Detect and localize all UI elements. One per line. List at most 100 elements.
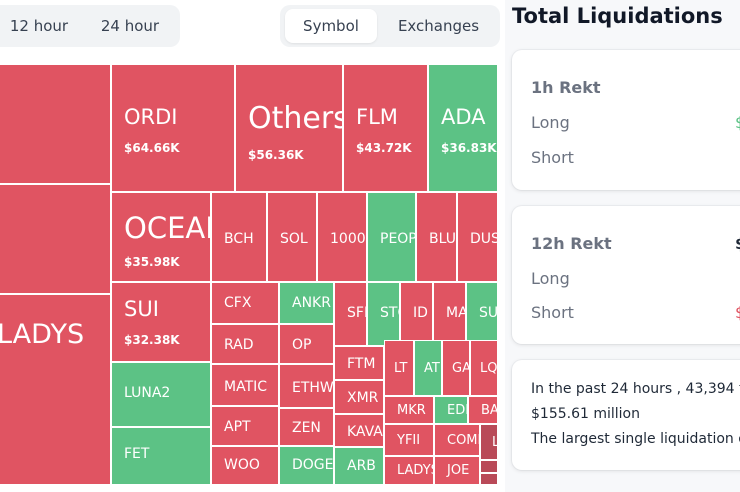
tile-symbol: LADYS	[0, 319, 85, 350]
tile-value: $32.38K	[124, 333, 180, 347]
treemap-tile-arb[interactable]: ARB	[334, 447, 384, 485]
treemap-tile-id[interactable]: ID	[400, 282, 433, 346]
treemap-tile-ftm[interactable]: FTM	[334, 346, 384, 380]
treemap-tile-at[interactable]: AT	[414, 340, 442, 396]
card-12h-short-label: Short	[531, 303, 574, 322]
summary-line-3: The largest single liquidation o	[531, 431, 740, 447]
treemap-tile-flm[interactable]: FLM $43.72K	[343, 64, 428, 192]
treemap-tile-apt[interactable]: APT	[211, 406, 279, 446]
treemap-tile-others[interactable]: Others $56.36K	[235, 64, 343, 192]
tile-symbol: BLU	[429, 231, 456, 247]
treemap-tile-ocean[interactable]: OCEAN $35.98K	[111, 192, 211, 282]
treemap-tile-edi[interactable]: EDI	[434, 396, 468, 424]
treemap-tile-ordi[interactable]: ORDI $64.66K	[111, 64, 235, 192]
treemap-tile-luna2[interactable]: LUNA2	[111, 362, 211, 427]
card-1h-short-label: Short	[531, 148, 574, 167]
treemap-tile-sto[interactable]: STO	[367, 282, 400, 346]
treemap-tile[interactable]	[0, 64, 111, 184]
tile-symbol: AT	[424, 361, 440, 376]
tile-symbol: FTM	[347, 356, 376, 372]
tile-symbol: ETHW	[292, 380, 334, 396]
tile-symbol: LUNA2	[124, 385, 171, 401]
tile-symbol: BA	[481, 403, 498, 418]
tile-symbol: ZEN	[292, 420, 321, 436]
tile-value: $36.83K	[441, 141, 497, 155]
treemap-tile-zen[interactable]: ZEN	[279, 408, 334, 446]
treemap-tile-ada[interactable]: ADA $36.83K	[428, 64, 498, 192]
tile-value: $56.36K	[248, 148, 304, 162]
treemap-tile-peop[interactable]: PEOP	[367, 192, 416, 282]
treemap-tile-xmr[interactable]: XMR	[334, 380, 384, 414]
tab-symbol[interactable]: Symbol	[285, 9, 377, 43]
treemap-tile-kava[interactable]: KAVA	[334, 414, 384, 447]
tile-value: $35.98K	[124, 255, 180, 269]
tile-symbol: APT	[224, 419, 251, 435]
tab-exchanges[interactable]: Exchanges	[397, 17, 480, 35]
summary-line-1: In the past 24 hours , 43,394 t	[531, 381, 740, 397]
tile-symbol: FET	[124, 446, 150, 462]
treemap-tile-cfx[interactable]: CFX	[211, 282, 279, 324]
treemap-tile-lt[interactable]: LT	[384, 340, 414, 396]
treemap-tile-su[interactable]: SU	[466, 282, 498, 346]
tile-symbol: GA	[452, 361, 470, 376]
tile-symbol: SU	[479, 305, 498, 321]
card-12h-short-value: $	[735, 303, 740, 322]
treemap-tile-sol[interactable]: SOL	[267, 192, 317, 282]
treemap-tile-ga[interactable]: GA	[442, 340, 470, 396]
tile-symbol: EDI	[447, 403, 468, 418]
tile-symbol: DUS	[470, 231, 498, 247]
treemap-tile-bch[interactable]: BCH	[211, 192, 267, 282]
time-range-selector: 12 hour 24 hour	[0, 5, 180, 47]
tile-symbol: ARB	[347, 458, 376, 474]
card-12h-rekt: 12h Rekt $ Long Short $	[512, 206, 740, 344]
treemap-tile-mkr[interactable]: MKR	[384, 396, 434, 424]
treemap-tile[interactable]	[480, 460, 498, 473]
treemap-tile[interactable]	[480, 473, 498, 485]
treemap-tile-rad[interactable]: RAD	[211, 324, 279, 364]
treemap-tile-op[interactable]: OP	[279, 324, 334, 364]
treemap-tile-lq[interactable]: LQ	[470, 340, 498, 396]
card-12h-long-label: Long	[531, 269, 570, 288]
treemap-tile-ladys[interactable]: LADYS	[0, 294, 111, 485]
treemap-tile-come[interactable]: COME	[434, 424, 480, 456]
treemap-tile-sui[interactable]: SUI $32.38K	[111, 282, 211, 362]
treemap-tile-woo[interactable]: WOO	[211, 446, 279, 485]
treemap-tile-matic[interactable]: MATIC	[211, 364, 279, 406]
liquidation-treemap: LADYS ORDI $64.66K Others $56.36K FLM $43.7…	[0, 64, 498, 485]
treemap-tile-ethw[interactable]: ETHW	[279, 364, 334, 408]
treemap-tile-joe[interactable]: JOE	[434, 456, 480, 485]
tile-symbol: DOGE	[292, 457, 334, 473]
treemap-tile-ladys[interactable]: LADYS	[384, 456, 434, 485]
treemap-tile[interactable]	[0, 184, 111, 294]
tile-symbol: YFII	[397, 433, 421, 448]
treemap-tile-ankr[interactable]: ANKR	[279, 282, 334, 324]
treemap-tile-dus[interactable]: DUS	[457, 192, 498, 282]
tile-symbol: MA	[446, 305, 466, 321]
tile-symbol: OCEAN	[124, 211, 210, 245]
tile-symbol: LT	[394, 361, 408, 376]
treemap-tile-sff[interactable]: SFF	[334, 282, 367, 346]
tile-value: $43.72K	[356, 141, 412, 155]
treemap-tile-l[interactable]: L	[480, 424, 498, 460]
card-12h-title: 12h Rekt	[531, 234, 612, 253]
tile-symbol: KAVA	[347, 424, 383, 440]
time-option-24h[interactable]: 24 hour	[100, 17, 160, 35]
treemap-tile-doge[interactable]: DOGE	[279, 446, 334, 485]
total-liquidations-title: Total Liquidations	[512, 4, 723, 28]
treemap-tile-blu[interactable]: BLU	[416, 192, 457, 282]
tile-symbol: Others	[248, 101, 343, 136]
tile-symbol: OP	[292, 337, 312, 353]
tile-symbol: ADA	[441, 105, 486, 129]
treemap-tile-ba[interactable]: BA	[468, 396, 498, 424]
tile-symbol: JOE	[447, 463, 470, 478]
summary-line-2: $155.61 million	[531, 406, 640, 422]
treemap-tile-yfii[interactable]: YFII	[384, 424, 434, 456]
tile-symbol: ANKR	[292, 295, 331, 311]
tile-symbol: ORDI	[124, 105, 178, 129]
time-option-12h[interactable]: 12 hour	[9, 17, 69, 35]
treemap-tile-ma[interactable]: MA	[433, 282, 466, 346]
tile-symbol: MKR	[397, 403, 426, 418]
treemap-tile-fet[interactable]: FET	[111, 427, 211, 485]
